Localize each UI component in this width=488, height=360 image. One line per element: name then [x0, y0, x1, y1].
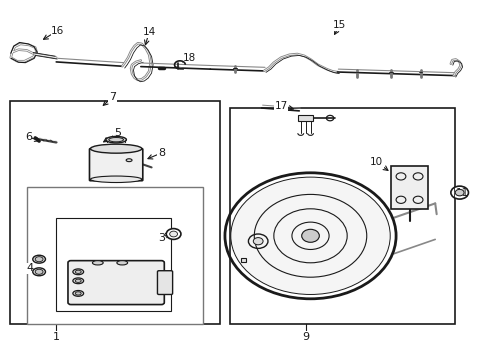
- Text: 8: 8: [158, 148, 164, 158]
- Bar: [298, 115, 312, 121]
- Text: 6: 6: [25, 132, 32, 142]
- Circle shape: [301, 229, 319, 242]
- Text: 13: 13: [231, 243, 245, 253]
- Ellipse shape: [105, 136, 126, 143]
- Text: 9: 9: [302, 332, 308, 342]
- Ellipse shape: [108, 138, 123, 142]
- Ellipse shape: [75, 270, 81, 274]
- Ellipse shape: [33, 268, 45, 276]
- Ellipse shape: [90, 176, 142, 183]
- Text: 15: 15: [332, 20, 346, 30]
- FancyBboxPatch shape: [89, 149, 142, 181]
- Ellipse shape: [73, 269, 83, 275]
- Ellipse shape: [75, 292, 81, 295]
- Text: 17: 17: [274, 101, 287, 111]
- Bar: [56, 218, 171, 311]
- Circle shape: [253, 238, 263, 245]
- Ellipse shape: [33, 255, 45, 263]
- Text: 14: 14: [142, 27, 156, 37]
- Text: 4: 4: [27, 263, 34, 273]
- Bar: [240, 258, 246, 262]
- Text: 7: 7: [109, 92, 116, 102]
- Bar: [27, 187, 203, 324]
- Text: 16: 16: [51, 26, 64, 36]
- Text: 12: 12: [248, 218, 262, 228]
- Ellipse shape: [73, 291, 83, 296]
- Ellipse shape: [35, 257, 43, 262]
- Bar: [229, 108, 454, 324]
- Ellipse shape: [75, 279, 81, 282]
- FancyBboxPatch shape: [68, 261, 164, 305]
- FancyBboxPatch shape: [157, 271, 172, 294]
- Ellipse shape: [92, 261, 103, 265]
- Text: 10: 10: [369, 157, 382, 167]
- Text: 3: 3: [158, 233, 164, 243]
- Ellipse shape: [117, 261, 127, 265]
- Ellipse shape: [90, 144, 142, 153]
- Ellipse shape: [35, 269, 43, 274]
- Text: 5: 5: [114, 128, 121, 138]
- Bar: [390, 166, 427, 209]
- Text: 2: 2: [160, 285, 167, 295]
- Ellipse shape: [73, 278, 83, 284]
- Bar: [10, 101, 220, 324]
- Ellipse shape: [166, 229, 181, 239]
- Text: 1: 1: [53, 332, 60, 342]
- Circle shape: [231, 177, 389, 294]
- Circle shape: [454, 189, 463, 196]
- Ellipse shape: [169, 231, 177, 237]
- Text: 11: 11: [454, 188, 468, 198]
- Ellipse shape: [126, 159, 132, 162]
- Text: 18: 18: [183, 53, 196, 63]
